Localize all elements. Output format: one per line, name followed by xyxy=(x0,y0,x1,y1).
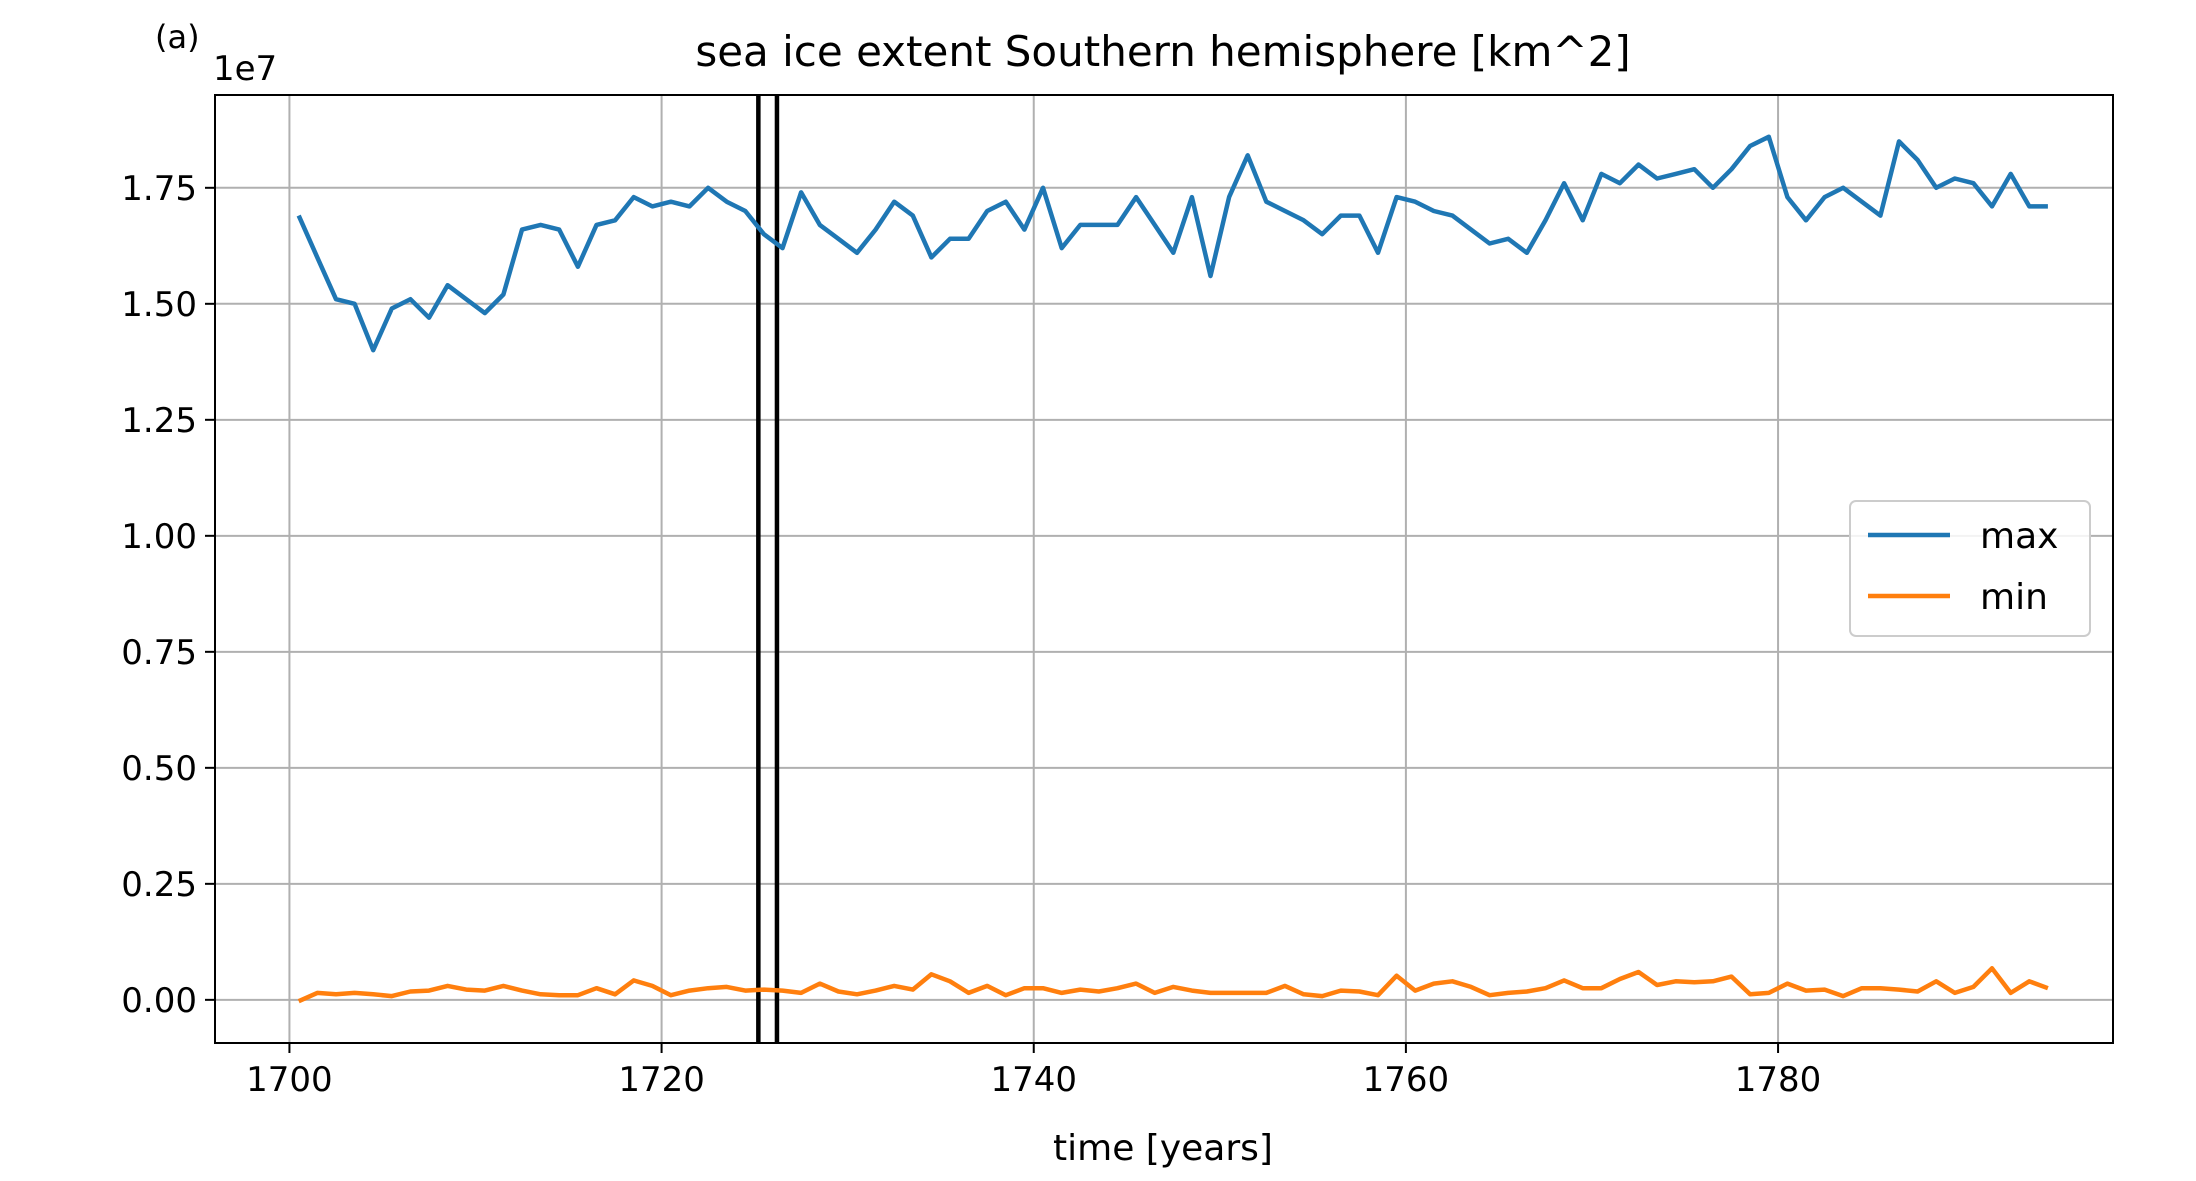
y-tick-label: 1.50 xyxy=(121,285,197,325)
x-tick-label: 1760 xyxy=(1363,1060,1450,1100)
x-tick-label: 1740 xyxy=(990,1060,1077,1100)
x-tick-label: 1700 xyxy=(246,1060,333,1100)
y-tick-label: 0.25 xyxy=(121,865,197,905)
panel-label: (a) xyxy=(155,18,200,56)
legend-label-min: min xyxy=(1980,577,2048,618)
y-axis-ticks: 0.00 0.25 0.50 0.75 1.00 1.25 1.50 1.75 xyxy=(121,169,215,1021)
x-tick-label: 1720 xyxy=(618,1060,705,1100)
x-tick-label: 1780 xyxy=(1735,1060,1822,1100)
series-line-max xyxy=(296,134,2048,353)
y-tick-label: 0.50 xyxy=(121,749,197,789)
y-tick-label: 1.00 xyxy=(121,517,197,557)
vertical-marker-lines xyxy=(756,95,780,1043)
y-tick-label: 0.75 xyxy=(121,633,197,673)
grid-lines xyxy=(215,95,2113,1043)
x-axis-ticks: 1700 1720 1740 1760 1780 xyxy=(246,1043,1821,1100)
x-axis-label: time [years] xyxy=(1053,1128,1273,1169)
legend-label-max: max xyxy=(1980,516,2058,557)
y-tick-label: 0.00 xyxy=(121,981,197,1021)
chart-title: sea ice extent Southern hemisphere [km^2… xyxy=(695,27,1630,76)
legend: max min xyxy=(1849,500,2091,637)
series-lines xyxy=(296,134,2049,1004)
axes-frame xyxy=(214,94,2114,1044)
y-tick-label: 1.25 xyxy=(121,401,197,441)
y-tick-label: 1.75 xyxy=(121,169,197,209)
series-line-min xyxy=(297,966,2049,1004)
y-axis-offset-label: 1e7 xyxy=(213,49,277,89)
